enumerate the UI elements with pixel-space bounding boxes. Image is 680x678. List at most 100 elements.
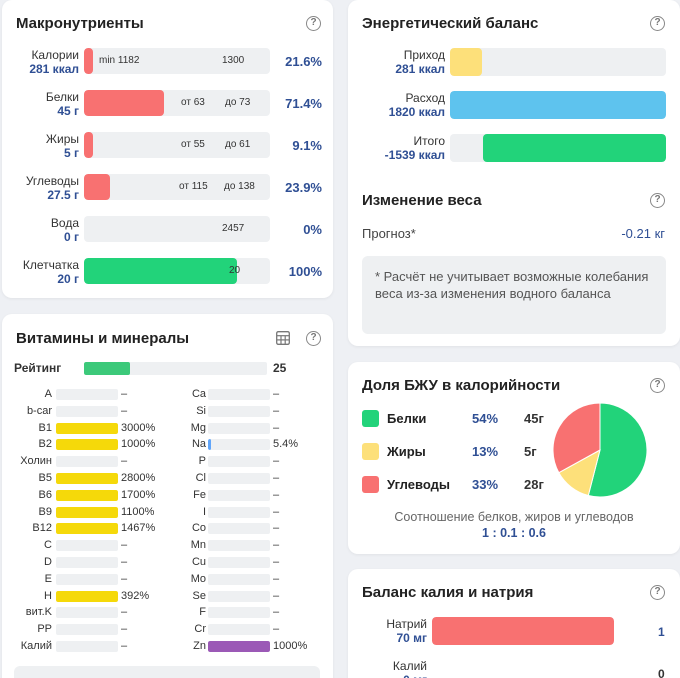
vitamin-name: D xyxy=(44,556,52,568)
macro-fill xyxy=(84,258,237,284)
vitamin-value: – xyxy=(273,388,280,400)
bju-card: Доля БЖУ в калорийности ? Белки 54% 45г Жир… xyxy=(348,362,680,554)
legend-grams: 28г xyxy=(524,477,544,492)
vitamin-name: Калий xyxy=(20,640,52,652)
vitamin-value: 2800% xyxy=(121,472,156,484)
vitamin-value: 1000% xyxy=(273,640,308,652)
macro-fill xyxy=(84,174,111,200)
vitamin-bar xyxy=(208,473,270,484)
vitamin-name: F xyxy=(199,606,206,619)
table-icon[interactable] xyxy=(276,331,290,345)
vitamin-bar xyxy=(208,523,270,535)
vitamin-value: – xyxy=(121,572,128,585)
macro-percent: 0% xyxy=(303,222,322,237)
vitamin-bar xyxy=(208,489,270,501)
vitamin-name: Mg xyxy=(190,421,206,434)
energy-value: 281 ккал xyxy=(395,62,445,76)
energy-fill xyxy=(483,134,666,162)
macro-fill xyxy=(84,90,164,116)
macros-card: Макронутриенты ? Калории 281 ккал min 1182… xyxy=(2,0,333,298)
energy-label: Итого -1539 ккал xyxy=(348,134,445,162)
energy-label: Приход 281 ккал xyxy=(348,48,445,76)
vitamin-name: C xyxy=(44,539,52,552)
vitamin-name: A xyxy=(44,388,52,400)
vitamin-value: – xyxy=(273,455,280,468)
energy-name: Расход xyxy=(405,91,445,105)
macro-value: 45 г xyxy=(57,104,79,118)
legend-name: Белки xyxy=(387,411,427,426)
vitamin-bar xyxy=(208,439,270,451)
ratio-value: 1 : 0.1 : 0.6 xyxy=(482,526,546,540)
ratio-label: Соотношение белков, жиров и углеводов xyxy=(394,510,634,524)
vitamin-bar xyxy=(56,557,118,568)
vitamin-value: – xyxy=(273,556,280,568)
macro-bar: 2457 xyxy=(84,216,270,242)
energy-title: Энергетический баланс xyxy=(362,15,539,32)
help-icon[interactable]: ? xyxy=(306,16,321,31)
macro-name: Вода xyxy=(50,216,79,230)
help-icon[interactable]: ? xyxy=(650,378,665,393)
vitamin-fill xyxy=(56,506,118,518)
energy-name: Приход xyxy=(403,48,445,62)
vitamin-name: Si xyxy=(196,404,206,417)
vitamin-bar xyxy=(56,506,118,518)
legend-grams: 45г xyxy=(524,411,544,426)
vitamin-bar xyxy=(208,557,270,568)
vitamin-fill xyxy=(56,489,118,501)
macro-bar: 20 xyxy=(84,258,270,284)
vitamin-bar xyxy=(208,456,270,468)
macro-value: 5 г xyxy=(63,146,79,160)
macro-label: Углеводы 27.5 г xyxy=(2,174,79,202)
vitamin-bar xyxy=(208,405,270,417)
macro-value: 20 г xyxy=(57,272,79,286)
vitamin-name: H xyxy=(44,589,52,602)
macro-mark: до 61 xyxy=(225,139,251,150)
energy-label: Расход 1820 ккал xyxy=(348,91,445,119)
vitamin-bar xyxy=(208,624,270,636)
macro-label: Вода 0 г xyxy=(2,216,79,244)
vitamin-bar xyxy=(56,607,118,619)
vitamin-name: Se xyxy=(192,589,206,602)
vitamin-name: E xyxy=(44,572,52,585)
macro-mark: от 115 xyxy=(179,181,208,192)
vitamin-value: – xyxy=(273,522,280,535)
energy-bar xyxy=(450,48,666,76)
macro-mark: 2457 xyxy=(222,223,245,234)
vitamin-value: – xyxy=(273,421,280,434)
vitamin-name: B5 xyxy=(38,472,52,484)
vitamin-name: Fe xyxy=(193,488,206,501)
macro-label: Жиры 5 г xyxy=(2,132,79,160)
macro-bar: min 1182 1300 xyxy=(84,48,270,74)
vitamin-name: B6 xyxy=(38,488,52,501)
vitamin-fill xyxy=(56,422,118,434)
vitamin-fill xyxy=(56,473,118,484)
vitamins-footer xyxy=(14,666,320,678)
vitamin-name: Cl xyxy=(195,472,206,484)
macro-mark: от 63 xyxy=(181,97,205,108)
rating-bar xyxy=(84,362,267,375)
help-icon[interactable]: ? xyxy=(650,585,665,600)
legend-swatch xyxy=(362,410,379,427)
macro-label: Клетчатка 20 г xyxy=(2,258,79,286)
help-icon[interactable]: ? xyxy=(650,16,665,31)
macro-mark: min 1182 xyxy=(99,55,140,66)
vitamin-value: 1467% xyxy=(121,522,156,535)
macro-label: Калории 281 ккал xyxy=(2,48,79,76)
vitamin-fill xyxy=(56,439,118,451)
macro-fill xyxy=(84,132,94,158)
help-icon[interactable]: ? xyxy=(650,193,665,208)
macro-percent: 71.4% xyxy=(285,96,322,111)
macro-mark: до 138 xyxy=(224,181,255,192)
help-icon[interactable]: ? xyxy=(306,331,321,346)
vitamin-value: – xyxy=(273,404,280,417)
macro-bar: от 55 до 61 xyxy=(84,132,270,158)
vitamin-name: B2 xyxy=(38,438,52,451)
vitamin-name: Mn xyxy=(190,539,206,552)
vitamin-value: – xyxy=(273,539,280,552)
vitamin-value: – xyxy=(121,623,128,636)
vitamin-bar xyxy=(208,506,270,518)
vitamin-value: – xyxy=(121,388,128,400)
vitamin-name: P xyxy=(198,455,206,468)
macro-value: 0 г xyxy=(63,230,79,244)
macros-title: Макронутриенты xyxy=(16,15,144,32)
